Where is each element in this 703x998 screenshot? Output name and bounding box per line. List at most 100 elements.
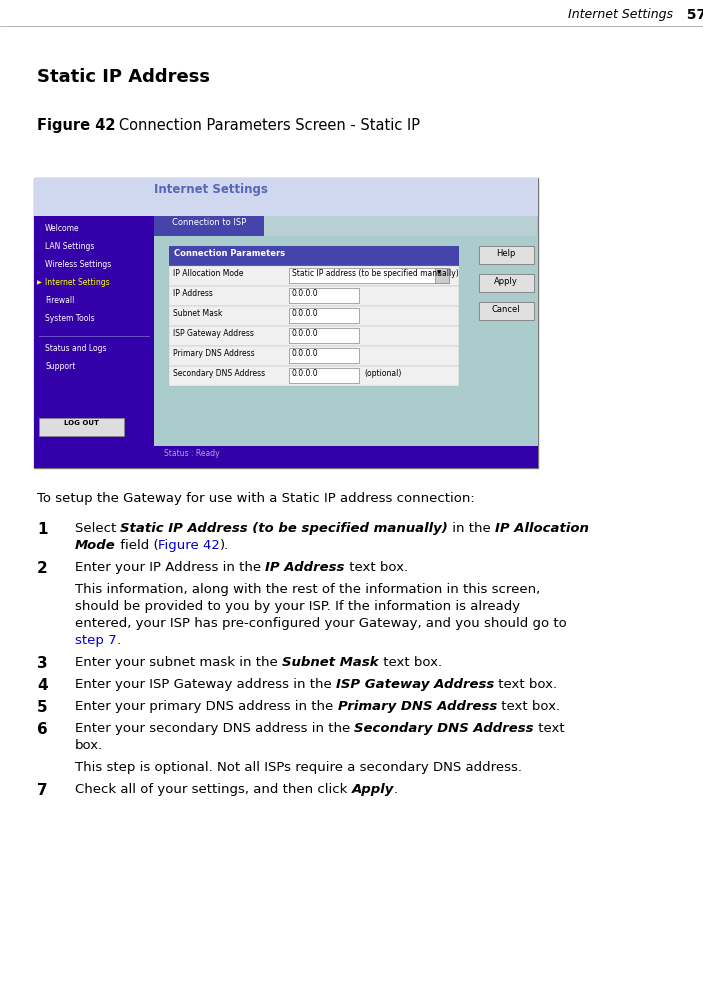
Text: ▼: ▼ [437,270,441,275]
Bar [34,178,538,468]
Text: Secondary DNS Address: Secondary DNS Address [173,369,265,378]
Text: Static IP Address: Static IP Address [37,68,210,86]
Text: Enter your IP Address in the: Enter your IP Address in the [75,561,265,574]
Text: (optional): (optional) [364,369,401,378]
Text: 7: 7 [37,783,48,798]
Bar [289,348,359,363]
Text: entered, your ISP has pre-configured your Gateway, and you should go to: entered, your ISP has pre-configured you… [75,617,567,630]
Text: ISP Gateway Address: ISP Gateway Address [173,329,254,338]
Text: 1: 1 [37,522,48,537]
Text: Status and Logs: Status and Logs [45,344,106,353]
Bar [289,308,359,323]
Text: Enter your secondary DNS address in the: Enter your secondary DNS address in the [75,722,354,735]
Text: 3: 3 [37,656,48,671]
Text: step 7: step 7 [75,634,117,647]
Bar [435,268,449,283]
Text: IP Address: IP Address [173,289,213,298]
Text: Support: Support [45,362,75,371]
Text: text box.: text box. [379,656,441,669]
Text: IP Allocation: IP Allocation [495,522,589,535]
Bar [169,266,459,286]
Text: Figure 42: Figure 42 [37,118,115,133]
Text: Welcome: Welcome [45,224,79,233]
Text: Subnet Mask: Subnet Mask [173,309,222,318]
Text: Enter your subnet mask in the: Enter your subnet mask in the [75,656,282,669]
Bar [34,216,154,468]
Bar [289,288,359,303]
Text: LOG OUT: LOG OUT [63,420,98,426]
Text: text box.: text box. [497,700,560,713]
Text: Connection to ISP: Connection to ISP [172,218,246,227]
Text: 0.0.0.0: 0.0.0.0 [292,309,318,318]
Text: .: . [394,783,398,796]
Bar [169,286,459,306]
Text: should be provided to you by your ISP. If the information is already: should be provided to you by your ISP. I… [75,600,520,613]
Text: 5: 5 [37,700,48,715]
Bar [289,328,359,343]
Text: This step is optional. Not all ISPs require a secondary DNS address.: This step is optional. Not all ISPs requ… [75,761,522,774]
Bar [479,302,534,320]
Text: Internet Settings: Internet Settings [45,278,110,287]
Text: ).: ). [220,539,229,552]
Bar [34,178,538,216]
Bar [39,418,124,436]
Text: LAN Settings: LAN Settings [45,242,94,251]
Text: Wireless Settings: Wireless Settings [45,260,111,269]
Text: in the: in the [449,522,495,535]
Text: text box.: text box. [494,678,557,691]
Text: Static IP address (to be specified manually): Static IP address (to be specified manua… [292,269,459,278]
Text: Connection Parameters: Connection Parameters [174,249,285,258]
Text: Subnet Mask: Subnet Mask [282,656,379,669]
Text: Connection Parameters Screen - Static IP: Connection Parameters Screen - Static IP [105,118,420,133]
Text: Status : Ready: Status : Ready [164,449,219,458]
Text: Apply: Apply [352,783,394,796]
Text: 4: 4 [37,678,48,693]
Text: Internet Settings: Internet Settings [568,8,673,21]
Text: Check all of your settings, and then click: Check all of your settings, and then cli… [75,783,352,796]
Text: Internet Settings: Internet Settings [154,183,268,196]
Bar [289,368,359,383]
Text: Figure 42: Figure 42 [158,539,220,552]
Text: field (: field ( [116,539,158,552]
Text: 0.0.0.0: 0.0.0.0 [292,289,318,298]
Text: IP Allocation Mode: IP Allocation Mode [173,269,243,278]
Text: System Tools: System Tools [45,314,95,323]
Bar [154,236,538,446]
Text: 0.0.0.0: 0.0.0.0 [292,349,318,358]
Bar [169,326,459,346]
Text: text: text [534,722,565,735]
Text: IP Address: IP Address [265,561,344,574]
Text: To setup the Gateway for use with a Static IP address connection:: To setup the Gateway for use with a Stat… [37,492,475,505]
Text: text box.: text box. [344,561,408,574]
Bar [169,346,459,366]
Text: box.: box. [75,739,103,752]
Bar [169,246,459,266]
Text: Cancel: Cancel [491,305,520,314]
Bar [479,246,534,264]
Text: Secondary DNS Address: Secondary DNS Address [354,722,534,735]
Text: Enter your primary DNS address in the: Enter your primary DNS address in the [75,700,337,713]
Text: Enter your ISP Gateway address in the: Enter your ISP Gateway address in the [75,678,336,691]
Text: Select: Select [75,522,120,535]
Bar [169,306,459,326]
Text: 6: 6 [37,722,48,737]
Bar [479,274,534,292]
Text: Primary DNS Address: Primary DNS Address [337,700,497,713]
Text: Static IP Address (to be specified manually): Static IP Address (to be specified manua… [120,522,449,535]
Text: Primary DNS Address: Primary DNS Address [173,349,254,358]
Text: Apply: Apply [494,277,518,286]
Text: ISP Gateway Address: ISP Gateway Address [336,678,494,691]
Text: Mode: Mode [75,539,116,552]
Bar [34,446,538,468]
Text: ▶: ▶ [37,280,41,285]
Text: This information, along with the rest of the information in this screen,: This information, along with the rest of… [75,583,540,596]
Text: Help: Help [496,249,516,258]
Text: 2: 2 [37,561,48,576]
Bar [289,268,449,283]
Bar [154,216,264,236]
Text: .: . [117,634,121,647]
Text: 0.0.0.0: 0.0.0.0 [292,369,318,378]
Text: 0.0.0.0: 0.0.0.0 [292,329,318,338]
Text: 57: 57 [677,8,703,22]
Bar [169,366,459,386]
